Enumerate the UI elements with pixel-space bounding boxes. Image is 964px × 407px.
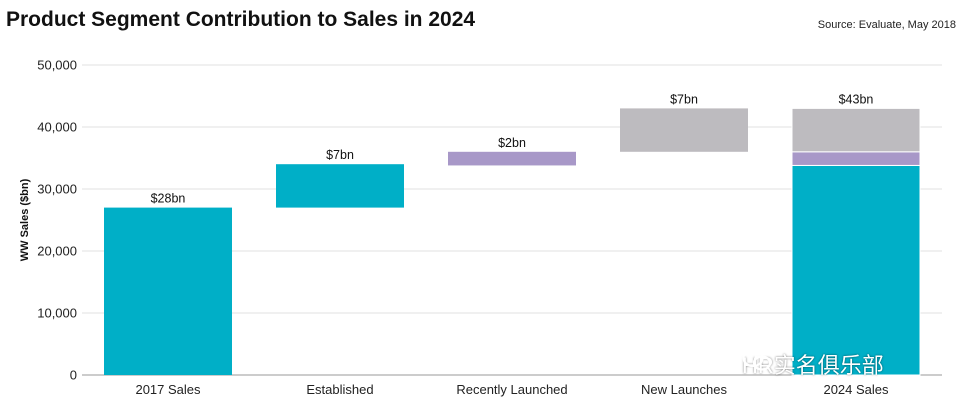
x-tick-label: 2017 Sales [135,382,201,397]
wechat-icon [742,348,772,371]
data-label: $28bn [151,192,186,206]
y-tick-label: 50,000 [37,58,77,73]
data-label: $7bn [326,148,354,162]
x-tick-label: New Launches [641,382,727,397]
y-tick-label: 0 [70,368,77,383]
x-tick-label: Established [306,382,373,397]
data-label: $2bn [498,136,526,150]
bar-2024-sales-segment-0 [791,164,921,376]
source-note: Source: Evaluate, May 2018 [817,19,956,31]
bar-established [276,164,404,208]
x-tick-label: Recently Launched [456,382,567,397]
chart-title: Product Segment Contribution to Sales in… [6,8,476,31]
y-tick-label: 10,000 [37,306,77,321]
bar-2017-sales [104,207,232,375]
y-axis-label: WW Sales ($bn) [19,178,31,261]
watermark: HR实名俱乐部 [742,348,884,380]
bar-new-launches [620,108,748,152]
y-tick-label: 30,000 [37,182,77,197]
y-tick-label: 20,000 [37,244,77,259]
data-label: $7bn [670,92,698,106]
bar-2024-sales-segment-2 [791,107,921,153]
bar-2024-sales-segment-1 [791,151,921,166]
y-tick-label: 40,000 [37,120,77,135]
x-tick-label: 2024 Sales [823,382,889,397]
bar-recently-launched [448,151,576,166]
data-label: $43bn [839,92,874,106]
